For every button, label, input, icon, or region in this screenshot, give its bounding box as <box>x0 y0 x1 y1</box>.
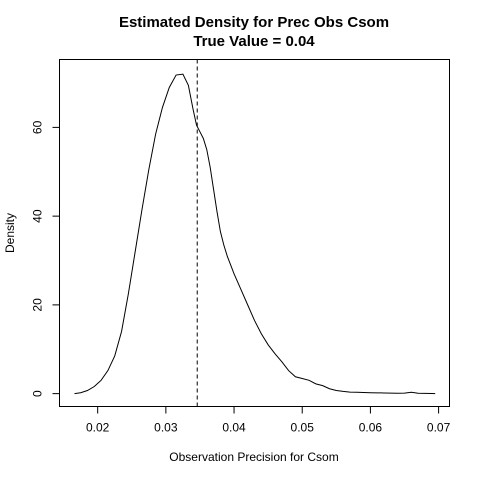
x-tick-label: 0.04 <box>222 421 246 435</box>
y-axis-label: Density <box>3 213 17 253</box>
y-axis: 0 20 40 60 <box>31 120 60 397</box>
y-tick-label: 0 <box>31 390 45 397</box>
y-tick-label: 20 <box>31 298 45 312</box>
x-tick-label: 0.03 <box>154 421 178 435</box>
chart-subtitle: True Value = 0.04 <box>193 33 315 50</box>
x-tick-label: 0.02 <box>86 421 110 435</box>
plot-frame <box>59 59 450 407</box>
x-tick-label: 0.07 <box>427 421 451 435</box>
density-curve <box>74 73 436 395</box>
y-tick-label: 40 <box>31 209 45 223</box>
x-tick-label: 0.06 <box>359 421 383 435</box>
x-axis: 0.02 0.03 0.04 0.05 0.06 0.07 <box>86 406 451 435</box>
x-axis-label: Observation Precision for Csom <box>169 450 338 464</box>
y-tick-label: 60 <box>31 120 45 134</box>
x-tick-label: 0.05 <box>291 421 315 435</box>
chart-title: Estimated Density for Prec Obs Csom <box>119 14 389 31</box>
